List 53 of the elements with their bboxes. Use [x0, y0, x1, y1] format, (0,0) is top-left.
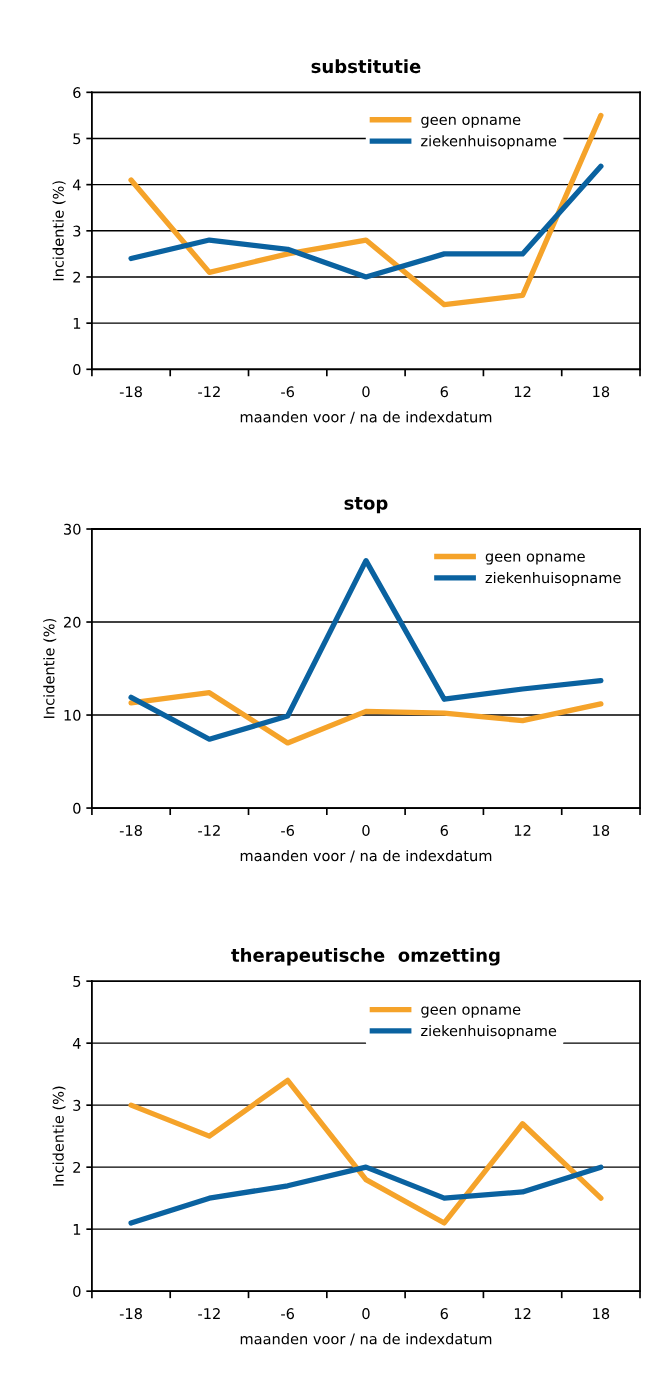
x-tick-label: -6 — [281, 1308, 295, 1320]
x-axis-title: maanden voor / na de indexdatum — [240, 1333, 492, 1346]
y-tick-label: 2 — [73, 271, 81, 283]
y-tick-label: 10 — [64, 709, 81, 721]
x-tick-label: -6 — [281, 386, 295, 398]
y-axis-title: Incidentie (%) — [52, 181, 66, 281]
legend-label: geen opname — [421, 116, 521, 128]
x-tick-label: 0 — [362, 386, 370, 398]
y-tick-label: 6 — [73, 87, 81, 99]
x-tick-label: -18 — [119, 824, 142, 837]
legend-label: ziekenhuisopname — [421, 1024, 557, 1040]
legend-label: ziekenhuisopname — [485, 571, 621, 587]
x-tick-label: 18 — [593, 386, 610, 398]
y-tick-label: 5 — [73, 133, 81, 145]
y-tick-label: 30 — [64, 523, 81, 535]
x-tick-label: 18 — [593, 824, 610, 837]
x-axis-title: maanden voor / na de indexdatum — [240, 411, 492, 424]
x-tick-label: -18 — [119, 1308, 142, 1320]
y-tick-label: 1 — [73, 1224, 81, 1235]
x-tick-label: 12 — [514, 386, 531, 398]
y-tick-label: 2 — [73, 1161, 81, 1173]
y-axis-title: Incidentie (%) — [43, 618, 57, 718]
x-tick-label: 6 — [440, 824, 448, 837]
y-axis-title: Incidentie (%) — [52, 1086, 66, 1186]
y-tick-label: 0 — [73, 364, 81, 376]
x-tick-label: -6 — [281, 824, 295, 837]
x-tick-label: 0 — [362, 1308, 370, 1320]
x-tick-label: 6 — [440, 1308, 448, 1320]
y-tick-label: 1 — [73, 318, 81, 329]
x-axis-title: maanden voor / na de indexdatum — [240, 849, 492, 863]
x-tick-label: 12 — [514, 1308, 531, 1319]
y-tick-label: 0 — [73, 802, 81, 814]
x-tick-label: 0 — [362, 824, 370, 837]
x-tick-label: -12 — [198, 1308, 220, 1319]
y-tick-label: 5 — [73, 976, 81, 987]
y-tick-label: 0 — [73, 1285, 81, 1297]
y-tick-label: 20 — [64, 616, 81, 628]
legend-label: geen opname — [421, 1006, 521, 1018]
y-tick-label: 3 — [73, 1099, 81, 1111]
y-tick-label: 4 — [72, 1038, 81, 1049]
chart-title: substitutie — [311, 59, 421, 74]
x-tick-label: -12 — [198, 386, 220, 398]
x-tick-label: 12 — [514, 824, 531, 836]
y-tick-label: 3 — [73, 225, 81, 237]
y-tick-label: 4 — [72, 179, 81, 191]
legend-label: geen opname — [485, 553, 585, 565]
x-tick-label: -18 — [119, 386, 142, 398]
legend-label: ziekenhuisopname — [421, 135, 557, 150]
chart-title: stop — [344, 496, 388, 514]
chart-title: therapeutische omzetting — [231, 947, 500, 966]
x-tick-label: -12 — [198, 824, 220, 836]
x-tick-label: 6 — [440, 386, 448, 398]
x-tick-label: 18 — [593, 1308, 610, 1320]
